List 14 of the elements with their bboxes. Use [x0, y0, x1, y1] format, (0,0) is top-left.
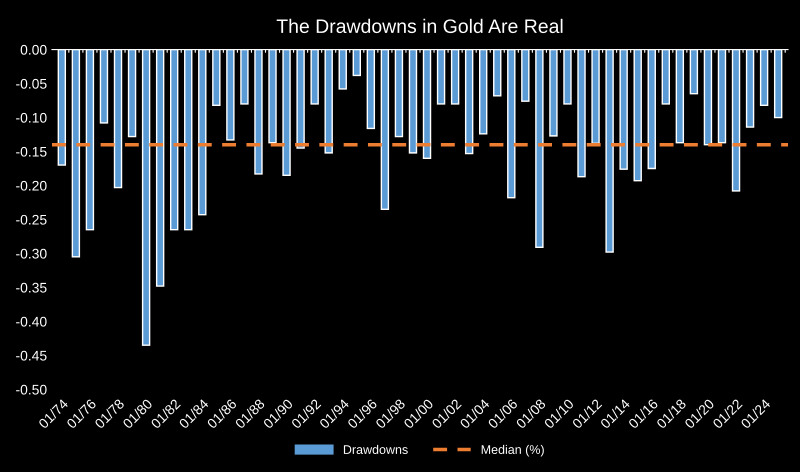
y-tick-label: 0.00: [20, 44, 47, 55]
y-tick-label: -0.20: [16, 180, 47, 191]
legend-label: Drawdowns: [344, 444, 408, 454]
y-tick-label: -0.10: [16, 112, 47, 123]
y-tick-label: -0.05: [16, 78, 47, 89]
legend-label: Median (%): [482, 444, 544, 456]
y-tick-label: -0.45: [16, 350, 47, 361]
y-tick-label: -0.25: [16, 214, 47, 225]
y-tick-label: -0.50: [16, 384, 47, 395]
y-tick-label: -0.30: [16, 248, 47, 259]
y-tick-label: -0.40: [16, 316, 47, 327]
chart-title: The Drawdowns in Gold Are Real: [276, 18, 562, 34]
y-tick-label: -0.15: [16, 146, 47, 157]
y-tick-label: -0.35: [16, 282, 47, 293]
